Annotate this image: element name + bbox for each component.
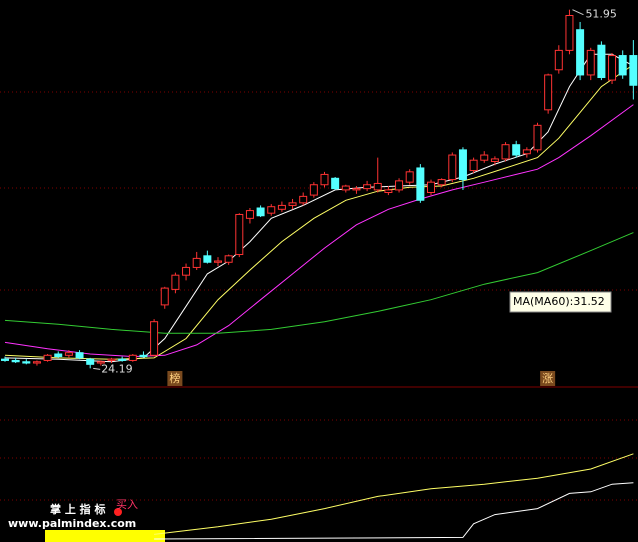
signal-label: 涨 <box>542 372 553 385</box>
candle-body <box>501 144 510 160</box>
signal-box <box>540 371 556 386</box>
candle-body <box>32 361 41 364</box>
candle-body <box>64 352 73 356</box>
ma-line <box>4 232 634 334</box>
candle-body <box>171 274 180 290</box>
indicator-line <box>154 482 634 540</box>
candle-body <box>373 182 382 191</box>
min-leader <box>93 367 101 370</box>
signal-label: 榜 <box>169 371 180 385</box>
brand-title: 掌 上 指 标 <box>50 502 106 516</box>
buy-dot <box>114 508 122 516</box>
candle-body <box>331 177 340 190</box>
candle-body <box>288 202 297 206</box>
candle-body <box>224 255 233 263</box>
candle-body <box>277 204 286 210</box>
candle-body <box>544 74 553 111</box>
candle-body <box>139 354 148 358</box>
candle-body <box>427 181 435 193</box>
candle-body <box>405 171 414 183</box>
candle-body <box>341 185 350 191</box>
candle-body <box>128 354 137 361</box>
candle-body <box>480 154 489 161</box>
candle-body <box>1 358 9 361</box>
ma-label-box <box>509 291 612 313</box>
candle-body <box>576 29 585 76</box>
max-label: 51.95 <box>585 8 617 21</box>
candle-body <box>245 210 254 219</box>
candle-body <box>96 361 105 364</box>
candle-body <box>192 257 201 268</box>
candle-body <box>522 149 531 155</box>
candle-body <box>203 255 212 263</box>
candle-body <box>608 55 617 81</box>
ma-line <box>4 64 634 360</box>
candle-body <box>395 180 404 191</box>
candle-body <box>384 189 393 193</box>
candle-body <box>490 158 499 162</box>
candle-body <box>586 49 595 76</box>
candle-body <box>150 321 159 356</box>
indicator-line <box>154 453 634 535</box>
candle-body <box>299 195 308 204</box>
candle-body <box>352 188 361 191</box>
brand-bar <box>45 530 165 542</box>
candle-body <box>629 55 638 86</box>
candle-body <box>416 167 425 201</box>
candle-body <box>469 159 478 172</box>
candle-body <box>75 352 84 359</box>
min-label: 24.19 <box>101 362 133 375</box>
candle-body <box>363 184 372 190</box>
candle-body <box>86 358 95 365</box>
candle-body <box>458 149 467 181</box>
ma-line <box>4 104 634 358</box>
candle-body <box>437 179 446 186</box>
candle-body <box>448 154 457 181</box>
candle-body <box>54 353 63 358</box>
buy-label: 买入 <box>116 498 138 511</box>
candle-body <box>267 206 276 214</box>
candle-body <box>118 358 127 361</box>
candle-body <box>320 173 329 186</box>
max-leader <box>572 9 584 16</box>
candle-body <box>554 49 563 71</box>
candle-body <box>22 361 31 364</box>
candle-body <box>512 144 521 156</box>
brand-site: www.palmindex.com <box>8 517 136 530</box>
candle-body <box>235 213 244 256</box>
signal-box <box>167 371 183 386</box>
candle-body <box>43 354 52 361</box>
candle-body <box>565 15 574 51</box>
candle-body <box>214 260 222 263</box>
candle-body <box>533 124 542 151</box>
candle-body <box>618 55 627 76</box>
candle-body <box>309 184 318 196</box>
candle-body <box>160 287 169 306</box>
candle-body <box>107 358 116 361</box>
candle-body <box>597 44 606 79</box>
candle-body <box>182 266 191 276</box>
ma-label: MA(MA60):31.52 <box>513 295 605 308</box>
candle-body <box>256 207 265 217</box>
candle-body <box>11 359 20 363</box>
